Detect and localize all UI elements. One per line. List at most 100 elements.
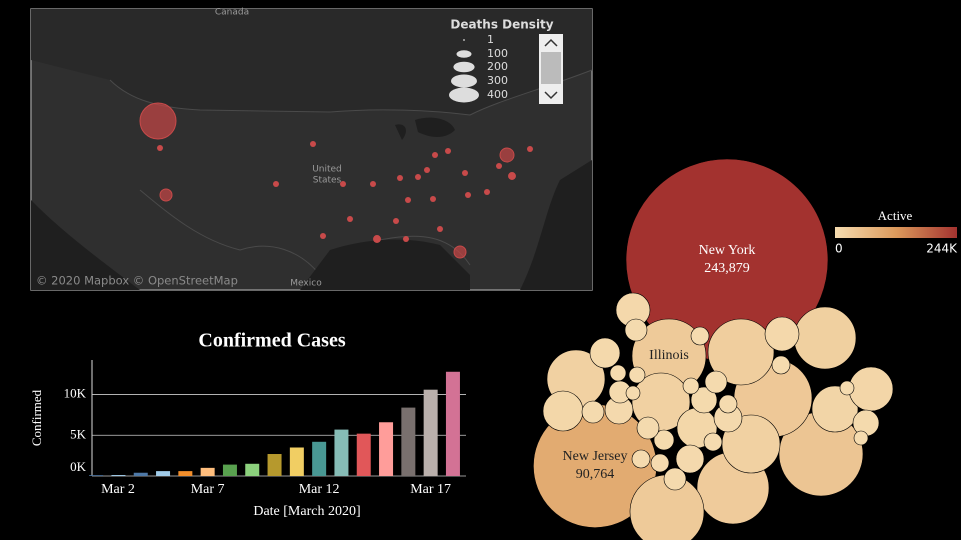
- death-point: [273, 181, 279, 187]
- death-point: [397, 175, 403, 181]
- size-legend-label: 100: [487, 47, 508, 60]
- death-point: [370, 181, 376, 187]
- bubble: [839, 380, 855, 396]
- color-legend-title: Active: [878, 208, 913, 223]
- bubble: [625, 385, 641, 401]
- bubble: [624, 318, 648, 342]
- bar: [401, 407, 416, 476]
- map[interactable]: Canada United States Mexico © 2020 Mapbo…: [30, 8, 593, 291]
- bubble: [628, 366, 646, 384]
- bubble: [707, 318, 775, 386]
- death-point: [393, 218, 399, 224]
- x-axis-label: Date [March 2020]: [253, 504, 360, 519]
- bubble: [675, 444, 705, 474]
- bubble: [703, 432, 723, 452]
- color-legend-bar: [835, 227, 957, 238]
- size-legend-label: 400: [487, 88, 508, 101]
- bubble: [631, 449, 651, 469]
- size-legend-label: 200: [487, 60, 508, 73]
- bubble: [581, 400, 605, 424]
- water: [31, 160, 592, 290]
- bar: [200, 467, 215, 476]
- bubble: [690, 386, 718, 414]
- bar: [356, 433, 371, 476]
- bubble: [609, 364, 627, 382]
- bubble: [704, 370, 728, 394]
- y-tick-label: 5K: [70, 426, 87, 441]
- great-lakes: [395, 117, 455, 140]
- size-legend-mark: [451, 74, 477, 88]
- bubble: [650, 453, 670, 473]
- bubble-label: Illinois: [649, 348, 689, 363]
- bar: [222, 464, 237, 476]
- death-point: [403, 236, 409, 242]
- death-point: [508, 172, 516, 180]
- map-label: United: [312, 165, 342, 175]
- bubble: [690, 326, 710, 346]
- bubble: [636, 416, 660, 440]
- y-axis-label: Confirmed: [29, 389, 44, 446]
- scroll-arrows[interactable]: [544, 38, 558, 100]
- map-attribution: © 2020 Mapbox © OpenStreetMap: [36, 274, 238, 288]
- size-legend-mark: [463, 39, 465, 41]
- size-legend-mark: [453, 61, 475, 73]
- bar: [267, 454, 282, 476]
- bubble-label: New York: [699, 243, 756, 258]
- size-legend-mark: [456, 50, 472, 58]
- death-point: [310, 141, 316, 147]
- bubble-value: 90,764: [576, 467, 615, 482]
- x-tick-label: Mar 17: [410, 482, 451, 497]
- bar: [334, 429, 349, 476]
- death-point: [484, 189, 490, 195]
- size-legend-label: 300: [487, 74, 508, 87]
- bar: [289, 447, 304, 476]
- y-tick-label: 0K: [70, 459, 87, 474]
- bubble: [589, 337, 621, 369]
- bubble-value: 243,879: [704, 261, 750, 276]
- bar-chart: Confirmed Cases Date [March 2020] Confir…: [29, 330, 466, 519]
- size-legend-label: 1: [487, 33, 494, 46]
- map-label: Mexico: [290, 279, 322, 289]
- death-point: [139, 102, 177, 140]
- bar: [312, 441, 327, 476]
- canada-region: [31, 9, 592, 115]
- bar: [245, 463, 260, 476]
- chart-title: Confirmed Cases: [198, 330, 345, 352]
- death-point: [496, 163, 502, 169]
- bubble: [811, 385, 859, 433]
- death-point: [373, 235, 381, 243]
- bar: [423, 389, 438, 476]
- bar: [133, 472, 148, 476]
- death-point: [432, 152, 438, 158]
- map-label: States: [313, 176, 342, 186]
- bubble: [653, 429, 675, 451]
- bubble-label: New Jersey: [563, 449, 628, 464]
- x-tick-label: Mar 7: [191, 482, 225, 497]
- x-tick-label: Mar 12: [299, 482, 340, 497]
- death-point: [340, 181, 346, 187]
- y-tick-label: 10K: [64, 386, 87, 401]
- size-legend-mark: [449, 87, 479, 103]
- color-legend-label: 244K: [926, 242, 958, 256]
- bar: [178, 471, 193, 476]
- x-tick-label: Mar 2: [101, 482, 135, 497]
- scroll-thumb[interactable]: [541, 52, 561, 84]
- map-label: Canada: [215, 8, 249, 18]
- bar: [379, 422, 394, 476]
- death-point: [445, 148, 451, 154]
- death-point: [527, 146, 533, 152]
- bubble-chart: Active 0 244K New York 243,879 New Jersey 90,…: [533, 158, 958, 540]
- death-point: [430, 196, 436, 202]
- death-point: [405, 197, 411, 203]
- bubble: [771, 355, 791, 375]
- death-point: [424, 167, 430, 173]
- death-point: [462, 170, 468, 176]
- bubble: [764, 316, 800, 352]
- bar: [445, 371, 460, 476]
- bubble: [793, 306, 857, 370]
- bubble: [853, 430, 869, 446]
- death-point: [415, 174, 421, 180]
- bubble: [542, 390, 584, 432]
- death-point: [453, 245, 467, 259]
